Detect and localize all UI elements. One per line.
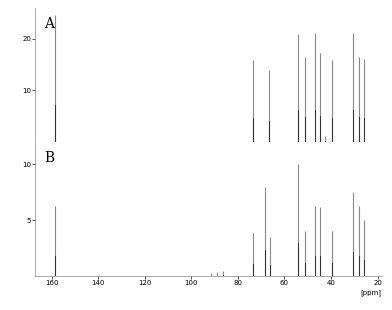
Text: A: A [44,17,54,31]
Text: [ppm]: [ppm] [360,289,381,296]
Text: B: B [44,151,54,165]
